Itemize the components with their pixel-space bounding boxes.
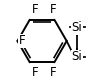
Text: Si: Si <box>72 51 82 63</box>
Text: Si: Si <box>72 21 82 34</box>
Text: F: F <box>32 3 38 16</box>
Text: F: F <box>32 66 38 79</box>
Text: F: F <box>50 66 56 79</box>
Text: F: F <box>50 3 56 16</box>
Text: F: F <box>19 35 26 47</box>
